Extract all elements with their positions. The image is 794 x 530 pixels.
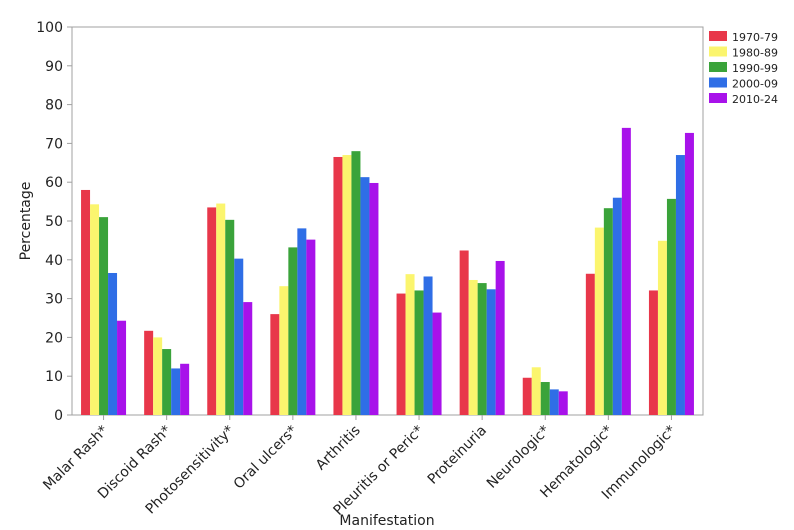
bar [432,312,442,415]
bar [612,197,622,415]
bar [288,247,298,415]
bar [540,382,550,415]
bar [342,155,352,416]
x-tick-label: Oral ulcers* [231,423,301,493]
bar [666,198,676,415]
bar [603,208,613,415]
y-tick-label: 100 [36,20,63,36]
bar [459,250,469,415]
bar [279,286,289,415]
bar [414,290,424,415]
y-tick-label: 60 [45,175,63,191]
legend-label: 1970-79 [732,31,778,44]
bar [225,219,235,415]
y-tick-label: 80 [45,98,63,114]
bar [657,240,667,415]
y-axis: 0 10 20 30 40 50 60 70 80 90 100 [36,20,72,424]
bar [594,227,604,415]
bar [333,156,343,416]
legend-label: 2000-09 [732,78,778,91]
bar [117,320,127,415]
bar [468,279,478,415]
bar [108,272,118,415]
x-tick-label: Malar Rash* [40,423,111,494]
bar [270,314,280,415]
y-tick-label: 10 [45,369,63,385]
legend-label: 1990-99 [732,62,778,75]
bar [243,302,253,415]
bar [585,273,595,415]
y-tick-label: 40 [45,253,63,269]
legend-label: 1980-89 [732,47,778,60]
bar [675,155,685,416]
bar [351,151,361,415]
legend-label: 2010-24 [732,93,778,106]
y-tick-label: 70 [45,136,63,152]
legend-swatch [709,93,727,103]
bar [531,367,541,415]
bar [306,239,316,415]
x-tick-label: Neurologic* [484,423,553,492]
bar [171,368,181,415]
x-axis: Malar Rash*Discoid Rash*Photosensitivity… [40,415,679,519]
bar [180,363,190,415]
bar [90,204,100,415]
x-axis-title: Manifestation [339,513,434,529]
legend: 1970-79 1980-89 1990-99 2000-09 2010-24 [709,31,778,106]
bar [99,217,109,415]
bar [684,132,694,415]
bar [216,203,226,415]
y-axis-title: Percentage [18,182,34,261]
bar [360,177,370,415]
bar [549,389,559,415]
x-tick-label: Arthritis [313,423,364,474]
bar [405,274,415,415]
legend-swatch [709,62,727,72]
bar [558,391,568,415]
y-tick-label: 50 [45,214,63,230]
x-tick-label: Proteinuria [425,423,490,488]
bar [486,289,496,415]
bar [396,293,406,415]
bar [522,377,532,415]
bar [234,258,244,415]
legend-swatch [709,77,727,88]
bar [423,276,433,415]
bar [621,127,631,415]
bar [648,290,658,415]
bar [297,228,307,415]
y-tick-label: 30 [45,292,63,308]
y-tick-label: 20 [45,330,63,346]
bar-series-group [81,127,694,416]
bar [477,283,487,415]
bar [207,207,217,415]
bar [81,189,91,415]
legend-swatch [709,31,727,41]
y-tick-label: 0 [54,408,63,424]
legend-swatch [709,46,727,57]
bar [153,337,163,415]
bar [495,260,505,415]
bar [369,182,379,415]
bar [144,330,154,415]
bar [162,349,172,415]
y-tick-label: 90 [45,59,63,75]
